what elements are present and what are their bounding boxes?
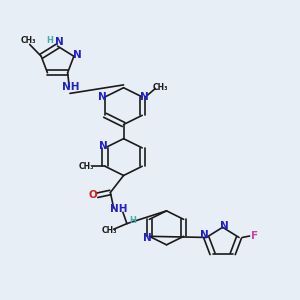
Text: CH₃: CH₃ [102, 226, 118, 235]
Text: N: N [220, 221, 229, 231]
Text: N: N [200, 230, 209, 240]
Text: CH₃: CH₃ [79, 162, 94, 171]
Text: CH₃: CH₃ [153, 82, 168, 91]
Text: H: H [129, 216, 136, 225]
Text: H: H [46, 36, 53, 45]
Text: N: N [140, 92, 149, 102]
Text: N: N [74, 50, 82, 60]
Text: CH₃: CH₃ [20, 36, 36, 45]
Text: N: N [55, 37, 64, 47]
Text: N: N [98, 92, 107, 102]
Text: O: O [89, 190, 98, 200]
Text: N: N [143, 233, 152, 243]
Text: NH: NH [62, 82, 80, 92]
Text: N: N [99, 141, 108, 151]
Text: NH: NH [110, 204, 128, 214]
Text: F: F [251, 231, 258, 241]
